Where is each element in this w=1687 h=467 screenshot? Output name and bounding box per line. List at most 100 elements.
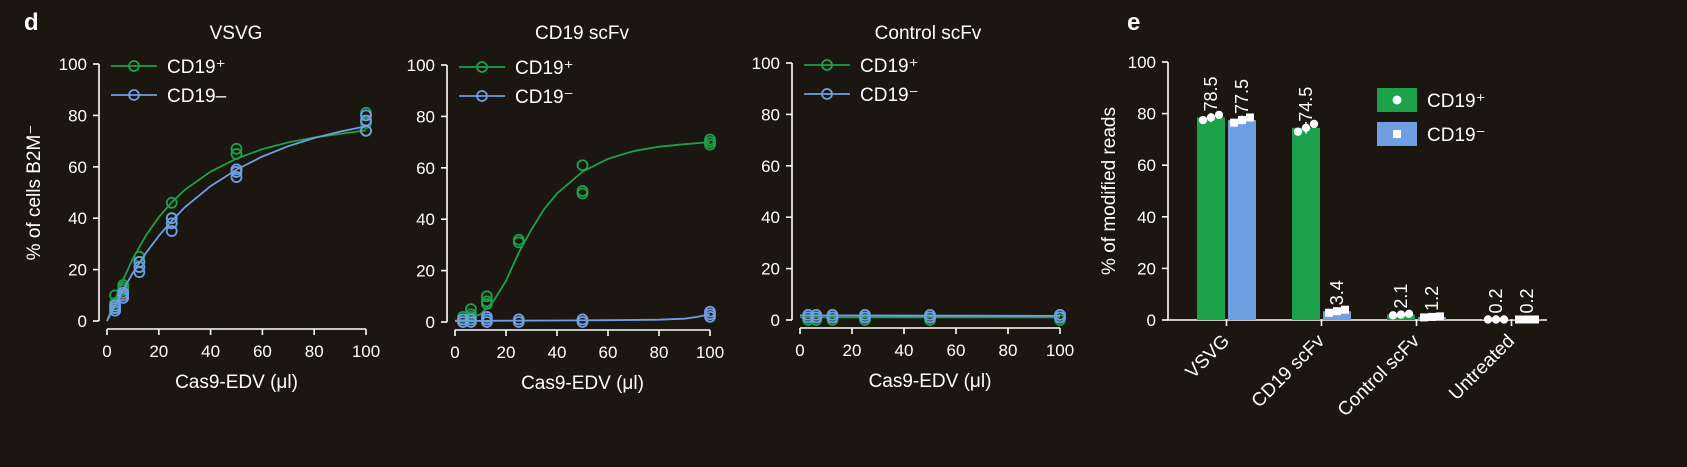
legend-marker [821, 59, 833, 71]
replicate-point [1515, 315, 1523, 324]
scatter-panel-control-scfv: Control scFv 0 20 40 60 80 100 0 20 40 60 80 100 Cas9… [752, 23, 1075, 392]
y-tick-label: 40 [68, 209, 87, 228]
data-point [810, 308, 823, 321]
data-point [457, 313, 469, 326]
y-tick-label: 20 [68, 261, 87, 280]
category-label: VSVG [1182, 331, 1234, 383]
x-tick-label: 20 [149, 342, 168, 361]
y-tick-label: 40 [1137, 208, 1156, 227]
data-point [465, 308, 477, 321]
data-point [165, 196, 178, 209]
data-point [802, 308, 815, 321]
data-point [465, 313, 477, 326]
data-point [165, 225, 178, 237]
legend-marker [476, 61, 488, 73]
x-tick-label: 40 [201, 342, 220, 361]
data-point [230, 148, 243, 160]
y-tick-label: 60 [416, 159, 435, 178]
chart-title: VSVG [210, 23, 263, 44]
bar-cd19-neg [1323, 311, 1351, 320]
y-tick-label: 60 [1137, 156, 1156, 175]
data-point [480, 310, 493, 323]
data-point [924, 308, 936, 321]
fit-curve-cd19-pos [454, 141, 711, 322]
legend-marker [476, 90, 488, 102]
data-point [704, 133, 716, 146]
x-tick-label: 0 [795, 341, 804, 360]
bar-value-label: 1.2 [1422, 286, 1442, 311]
x-tick-label: 60 [599, 343, 618, 362]
panel-label-d: d [24, 9, 39, 36]
data-point [576, 159, 589, 172]
y-tick-label: 20 [416, 262, 435, 281]
data-point [704, 305, 716, 318]
legend-label: CD19⁻ [1427, 125, 1486, 146]
x-axis-title: Cas9-EDV (μl) [869, 371, 992, 392]
y-tick-label: 100 [407, 56, 435, 75]
data-point [360, 109, 372, 122]
bar-value-label: 0.2 [1517, 288, 1537, 313]
bar-value-label: 3.4 [1327, 280, 1347, 305]
legend-label: CD19⁻ [860, 85, 919, 106]
replicate-point [1436, 312, 1444, 321]
replicate-point [1499, 315, 1509, 324]
bar-panel-modified-reads: 0 20 40 60 80 100 % of modified reads VSVG 78.5 7… [1099, 53, 1547, 421]
replicate-point [1483, 315, 1493, 324]
bar-cd19-pos [1197, 117, 1225, 320]
category-label: CD19 scFv [1248, 330, 1330, 412]
y-tick-label: 80 [68, 106, 87, 125]
fit-curve-cd19-neg [106, 125, 367, 322]
data-point [576, 185, 589, 197]
replicate-point [1420, 313, 1428, 322]
replicate-point [1341, 305, 1349, 314]
legend-label: CD19⁺ [167, 57, 226, 78]
data-point [165, 212, 178, 225]
legend-label: CD19– [167, 86, 227, 107]
data-point [117, 286, 130, 299]
data-point [512, 313, 525, 326]
data-point [133, 261, 146, 273]
x-tick-label: 0 [102, 342, 111, 361]
x-tick-label: 80 [305, 342, 324, 361]
y-tick-label: 40 [416, 210, 435, 229]
data-point [1054, 308, 1066, 321]
bar-cd19-pos [1292, 127, 1320, 320]
y-tick-label: 20 [761, 260, 780, 279]
legend-marker [1393, 130, 1401, 138]
legend-label: CD19⁺ [515, 58, 574, 79]
y-tick-label: 20 [1137, 259, 1156, 278]
x-tick-label: 60 [253, 342, 272, 361]
x-tick-label: 100 [696, 343, 724, 362]
bar-cd19-neg [1228, 120, 1256, 320]
x-tick-label: 0 [450, 343, 459, 362]
x-tick-label: 40 [895, 341, 914, 360]
y-tick-label: 100 [1128, 53, 1156, 72]
x-tick-label: 60 [947, 341, 966, 360]
x-tick-label: 40 [548, 343, 567, 362]
data-point [512, 233, 525, 246]
legend-marker [128, 89, 140, 101]
category-label: Control scFv [1334, 330, 1425, 421]
y-tick-label: 100 [59, 55, 87, 74]
chart-title: Control scFv [875, 23, 982, 44]
bar-value-label: 78.5 [1201, 76, 1221, 111]
replicate-point [1230, 118, 1238, 127]
replicate-point [1214, 110, 1224, 120]
data-point [576, 313, 589, 326]
y-tick-label: 100 [752, 54, 780, 73]
data-point [165, 217, 178, 230]
panel-label-e: e [1127, 9, 1140, 36]
replicate-point [1325, 308, 1333, 317]
bar-value-label: 0.2 [1486, 288, 1506, 313]
data-point [230, 163, 243, 176]
legend-marker [1392, 95, 1402, 105]
data-point [109, 299, 121, 312]
y-tick-label: 60 [68, 158, 87, 177]
y-tick-label: 60 [761, 157, 780, 176]
scatter-panel-cd19-scfv: CD19 scFv 0 20 40 60 80 100 0 20 40 60 80 100 Cas9-ED… [407, 23, 725, 394]
replicate-point [1293, 127, 1303, 136]
x-tick-label: 20 [843, 341, 862, 360]
category-label: Untreated [1445, 331, 1519, 405]
data-point [826, 308, 839, 321]
